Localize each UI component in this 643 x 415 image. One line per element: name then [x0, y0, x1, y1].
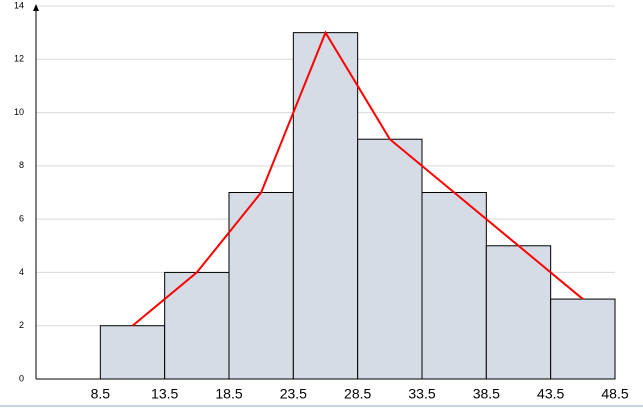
y-tick-label: 6 — [19, 214, 24, 224]
axes: 0 2 4 6 8 10 12 14 8.5 13.5 18.5 23.5 28.5 33.5 38.5 43… — [14, 0, 629, 401]
y-tick-label: 2 — [19, 320, 24, 330]
x-tick-label: 18.5 — [215, 386, 242, 402]
y-tick-label: 12 — [14, 54, 24, 64]
y-tick-label: 14 — [14, 0, 24, 10]
y-axis-arrow — [33, 4, 39, 11]
bar — [421, 192, 487, 380]
bar — [99, 325, 166, 380]
bar — [228, 192, 294, 380]
y-tick-label: 0 — [19, 373, 24, 383]
x-tick-label: 13.5 — [151, 386, 178, 402]
x-tick-label: 38.5 — [473, 386, 500, 402]
bar — [357, 138, 423, 380]
y-tick-label: 10 — [14, 107, 24, 117]
bar — [485, 245, 552, 380]
x-tick-label: 43.5 — [537, 386, 564, 402]
marks — [99, 30, 616, 380]
x-tick-label: 33.5 — [408, 386, 435, 402]
bar — [164, 271, 230, 380]
y-tick-label: 8 — [19, 160, 24, 170]
x-tick-label: 48.5 — [601, 386, 628, 402]
x-tick-label: 8.5 — [91, 386, 111, 402]
x-tick-label: 23.5 — [280, 386, 307, 402]
frequency-polygon — [131, 30, 584, 327]
bar — [550, 298, 616, 380]
x-tick-label: 28.5 — [344, 386, 371, 402]
y-tick-label: 4 — [19, 267, 24, 277]
bar — [292, 32, 359, 380]
